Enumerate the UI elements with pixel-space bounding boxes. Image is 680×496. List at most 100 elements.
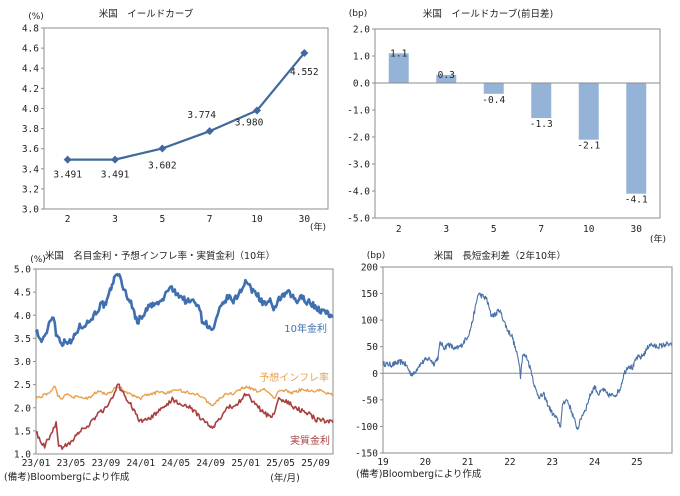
yield-change-bar xyxy=(483,83,504,94)
plot-frame xyxy=(382,266,673,454)
rates-x-tick-label: 24/05 xyxy=(161,458,190,469)
yield-change-data-label: -2.1 xyxy=(577,141,600,152)
yield-change-y-tick-label: -5.0 xyxy=(347,214,370,225)
yield-change-x-tick-label: 10 xyxy=(583,224,595,235)
plot-frame xyxy=(43,27,329,210)
yield-curve-point xyxy=(63,155,72,164)
spread-panel: 米国 長短金利差（2年10年） (bp) (備考)Bloombergにより作成 … xyxy=(355,250,673,480)
yield-change-x-tick-label: 5 xyxy=(491,224,497,235)
yield-change-data-label: -0.4 xyxy=(482,95,505,106)
yield-curve-point xyxy=(205,127,214,136)
rates-x-tick-label: 24/01 xyxy=(127,458,156,469)
rates-x-tick-label: 24/09 xyxy=(196,458,225,469)
yield-change-y-tick-label: 2.0 xyxy=(353,25,370,36)
spread-x-tick-label: 19 xyxy=(377,457,389,468)
rates-y-tick-label: 5.0 xyxy=(14,265,31,276)
yield-change-y-unit: (bp) xyxy=(349,9,367,19)
yield-change-bar xyxy=(626,83,647,194)
rates-y-tick-label: 3.0 xyxy=(14,357,31,368)
yield-curve-y-tick-label: 3.8 xyxy=(22,124,39,135)
yield-curve-data-label: 3.774 xyxy=(187,110,216,121)
spread-y-tick-label: 150 xyxy=(361,289,378,300)
yield-curve-y-tick-label: 3.2 xyxy=(22,184,39,195)
series-line-breakeven xyxy=(35,385,334,407)
spread-x-tick-label: 21 xyxy=(462,457,474,468)
yield-curve-line xyxy=(67,52,306,161)
rates-x-tick-label: 23/09 xyxy=(92,458,121,469)
yield-change-x-tick-label: 2 xyxy=(396,224,402,235)
rates-x-tick-label: 25/01 xyxy=(231,458,260,469)
series-line-nominal_10y xyxy=(34,272,334,348)
rates-y-tick-label: 1.5 xyxy=(14,426,31,437)
spread-line xyxy=(382,292,673,430)
series-label-nominal: 10年金利 xyxy=(284,322,327,335)
yield-change-y-tick-label: -3.0 xyxy=(347,160,370,171)
yield-curve-data-label: 3.602 xyxy=(148,160,177,171)
yield-change-data-label: 0.3 xyxy=(438,70,455,81)
spread-source-note: (備考)Bloombergにより作成 xyxy=(356,468,482,480)
rates-y-tick-label: 3.5 xyxy=(14,334,31,345)
yield-curve-y-tick-label: 4.8 xyxy=(22,24,39,35)
series-line-real_rate xyxy=(35,383,334,451)
yield-change-bar xyxy=(436,74,457,83)
yield-curve-y-tick-label: 4.2 xyxy=(22,84,39,95)
spread-x-tick-label: 24 xyxy=(589,457,601,468)
rates-y-tick-label: 1.0 xyxy=(14,450,31,461)
yield-curve-point xyxy=(300,48,309,57)
yield-curve-x-tick-label: 30 xyxy=(299,214,311,225)
yield-curve-x-tick-label: 7 xyxy=(207,214,213,225)
yield-change-y-tick-label: 1.0 xyxy=(353,52,370,63)
plot-frame xyxy=(374,28,661,219)
series-label-real: 実質金利 xyxy=(290,434,330,447)
yield-change-data-label: -4.1 xyxy=(625,195,648,206)
yield-change-x-tick-label: 30 xyxy=(631,224,643,235)
yield-curve-point xyxy=(111,155,119,164)
yield-curve-x-tick-label: 2 xyxy=(65,214,71,225)
rates-x-tick-label: 25/09 xyxy=(301,458,330,469)
rates-x-unit: (年/月) xyxy=(270,472,300,484)
spread-y-tick-label: -100 xyxy=(355,422,378,433)
yield-change-bar xyxy=(531,83,552,119)
rates-y-tick-label: 2.5 xyxy=(14,380,31,391)
spread-y-tick-label: 0 xyxy=(372,369,378,380)
yield-change-y-tick-label: 0.0 xyxy=(353,79,370,90)
yield-curve-y-tick-label: 3.4 xyxy=(22,164,39,175)
yield-change-panel: 米国 イールドカーブ(前日差) (bp) (年) -5.0 -4.0 -3.0 -2.… xyxy=(347,8,666,245)
rates-x-tick-label: 25/05 xyxy=(266,458,295,469)
yield-curve-y-tick-label: 4.6 xyxy=(22,44,39,55)
yield-curve-point xyxy=(253,106,261,115)
yield-curve-data-label: 3.491 xyxy=(101,170,130,181)
yield-change-y-tick-label: -1.0 xyxy=(347,106,370,117)
rates-panel: 米国 名目金利・予想インフレ率・実質金利（10年） (%) (備考)Bloomb… xyxy=(4,250,334,484)
yield-curve-y-tick-label: 3.0 xyxy=(22,205,39,216)
spread-x-tick-label: 20 xyxy=(420,457,432,468)
yield-curve-data-label: 4.552 xyxy=(290,67,319,78)
yield-change-x-tick-label: 7 xyxy=(538,224,544,235)
yield-curve-y-tick-label: 4.4 xyxy=(22,64,39,75)
yield-curve-x-tick-label: 10 xyxy=(251,214,263,225)
yield-curve-x-tick-label: 3 xyxy=(112,214,118,225)
yield-curve-panel: 米国 イールドカーブ (%) (年) 3.0 3.2 3.4 3.6 3.8 4.0 4.2… xyxy=(22,8,329,233)
spread-x-tick-label: 23 xyxy=(547,457,558,468)
spread-title: 米国 長短金利差（2年10年） xyxy=(434,250,566,262)
rates-y-unit: (%) xyxy=(30,255,46,265)
yield-curve-x-unit: (年) xyxy=(310,221,326,233)
spread-y-tick-label: 50 xyxy=(367,342,379,353)
yield-curve-data-label: 3.980 xyxy=(235,117,264,128)
yield-curve-title: 米国 イールドカーブ xyxy=(99,8,194,20)
rates-title: 米国 名目金利・予想インフレ率・実質金利（10年） xyxy=(45,250,275,262)
spread-y-tick-label: 100 xyxy=(361,316,378,327)
yield-change-title: 米国 イールドカーブ(前日差) xyxy=(423,8,553,20)
yield-curve-y-unit: (%) xyxy=(28,12,44,22)
yield-curve-y-tick-label: 4.0 xyxy=(22,104,39,115)
yield-curve-point xyxy=(158,144,167,153)
rates-y-tick-label: 2.0 xyxy=(14,403,31,414)
yield-curve-x-tick-label: 5 xyxy=(159,214,165,225)
spread-y-tick-label: -50 xyxy=(361,395,378,406)
yield-change-bar xyxy=(578,83,599,140)
yield-change-y-tick-label: -4.0 xyxy=(347,187,370,198)
spread-x-tick-label: 25 xyxy=(631,457,642,468)
yield-curve-data-label: 3.491 xyxy=(53,170,82,181)
series-label-breakeven: 予想インフレ率 xyxy=(259,371,329,384)
